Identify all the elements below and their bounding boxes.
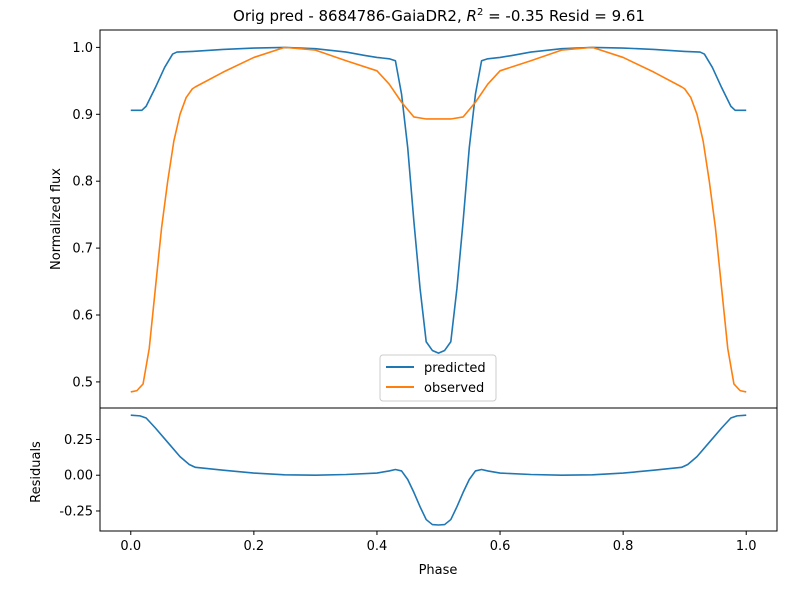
residual-y-tick-label: 0.00	[64, 469, 93, 484]
phase-x-tick-label: 0.6	[490, 539, 511, 554]
flux-y-tick-label: 0.6	[72, 309, 93, 324]
flux-y-tick-label: 0.8	[72, 175, 93, 190]
flux-y-ticks: 0.5 0.6 0.7 0.8 0.9 1.0	[72, 41, 100, 390]
residual-series-line-0	[130, 414, 747, 526]
flux-y-tick-label: 1.0	[72, 41, 93, 56]
legend-label-observed: observed	[424, 381, 484, 396]
phase-x-tick-label: 0.0	[120, 539, 141, 554]
residual-y-label: Residuals	[29, 441, 44, 503]
residual-series-layer	[130, 414, 747, 526]
legend: predicted observed	[379, 354, 497, 402]
flux-axes: 0.5 0.6 0.7 0.8 0.9 1.0 Normalized flux predi…	[49, 29, 778, 409]
flux-y-tick-label: 0.7	[72, 242, 93, 257]
flux-y-label: Normalized flux	[49, 168, 64, 270]
phase-x-tick-label: 1.0	[736, 539, 757, 554]
residual-y-ticks: -0.25 0.00 0.25	[59, 433, 100, 519]
flux-axes-frame	[99, 29, 778, 409]
chart-title: Orig pred - 8684786-GaiaDR2, R2 = -0.35 …	[233, 7, 645, 25]
flux-series-predicted	[130, 46, 747, 354]
residual-axes: -0.25 0.00 0.25 0.0 0.2 0.4 0.6 0.8 1.0 Residua…	[29, 407, 778, 578]
residual-axes-frame	[99, 407, 778, 532]
legend-label-predicted: predicted	[424, 361, 486, 376]
flux-y-tick-label: 0.9	[72, 108, 93, 123]
flux-series-observed	[130, 46, 747, 393]
phase-x-tick-label: 0.4	[367, 539, 388, 554]
phase-x-label: Phase	[419, 563, 458, 578]
residual-y-tick-label: -0.25	[59, 504, 93, 519]
phase-x-tick-label: 0.2	[244, 539, 265, 554]
flux-y-tick-label: 0.5	[72, 375, 93, 390]
residual-y-tick-label: 0.25	[64, 433, 93, 448]
flux-series-layer	[130, 46, 747, 393]
phase-x-ticks: 0.0 0.2 0.4 0.6 0.8 1.0	[120, 531, 757, 554]
phase-x-tick-label: 0.8	[613, 539, 634, 554]
